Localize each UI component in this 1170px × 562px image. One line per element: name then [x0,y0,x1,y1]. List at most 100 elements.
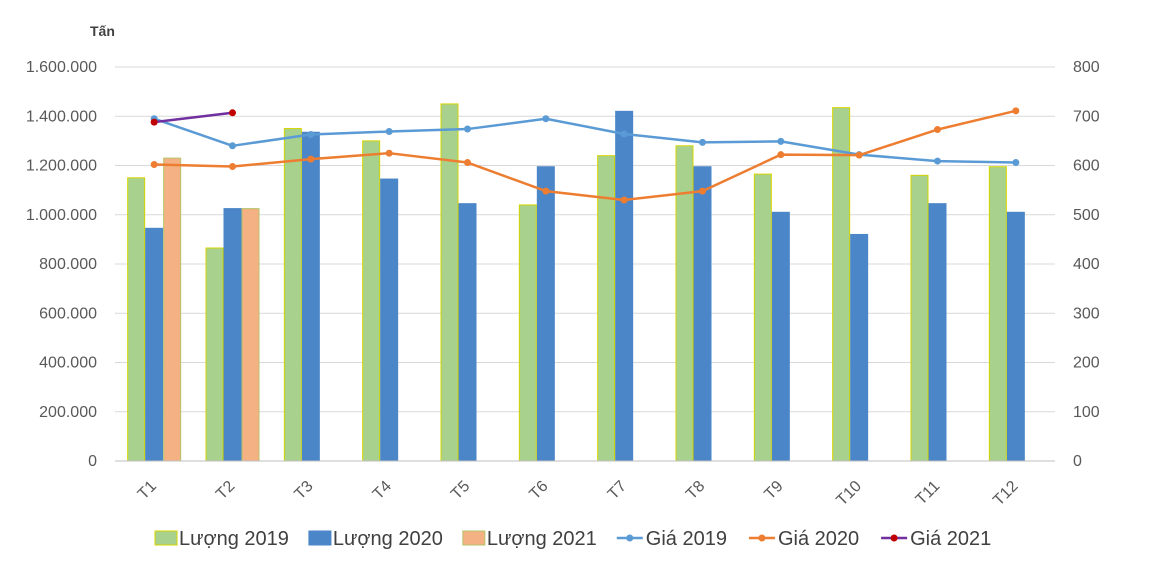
data-point [150,118,158,126]
data-point [934,126,941,134]
data-point [464,125,471,133]
x-tick-label: T7 [605,478,630,503]
bar [458,203,477,462]
bar [771,211,790,462]
x-tick-label: T12 [990,478,1022,510]
x-tick-label: T10 [833,478,865,510]
data-point [229,162,236,170]
legend-label: Giá 2020 [778,528,859,550]
x-tick-label: T3 [291,478,316,503]
legend-swatch [308,530,332,546]
data-point [1012,159,1020,167]
bar [241,208,260,462]
bar-series-group [127,103,1025,462]
bar [205,247,224,462]
bar [145,227,164,462]
bar [301,131,320,462]
legend-label: Lượng 2021 [487,528,597,550]
y-right-tick-label: 400 [1073,256,1100,273]
legend-label: Giá 2019 [646,528,727,550]
series-line [154,109,1017,202]
data-point [385,128,393,136]
y-right-tick-label: 800 [1073,59,1100,76]
legend-marker [890,534,898,542]
bar [380,178,399,462]
x-tick-label: T9 [761,478,786,503]
bar [518,204,537,462]
bar [597,155,616,462]
bar [910,174,929,462]
data-point [855,151,863,159]
bar [988,166,1007,462]
data-point [1012,107,1020,115]
legend: Lượng 2019 Lượng 2020 Lượng 2021 Giá 2019 Gi… [154,528,991,550]
data-point [542,187,550,195]
data-point [777,151,785,159]
bar [362,140,381,462]
y-left-tick-label: 1.600.000 [26,59,97,76]
data-point [620,196,628,204]
legend-marker [626,534,634,542]
legend-marker [758,534,766,542]
bar [127,177,146,462]
bar [832,107,851,462]
legend-swatch [462,530,486,546]
y-right-tick-label: 0 [1073,453,1082,470]
y-right-tick-label: 700 [1073,108,1100,125]
bar [928,203,947,462]
y-left-tick-label: 400.000 [39,355,97,372]
y-right-tick-label: 100 [1073,404,1100,421]
x-tick-label: T4 [370,478,395,503]
bar [615,110,634,462]
y-right-tick-label: 600 [1073,158,1100,175]
bar [753,173,772,462]
series-line [154,111,233,124]
line-series-group [150,107,1020,204]
x-tick-label: T5 [448,478,473,503]
data-point [934,157,941,165]
data-point [229,109,236,117]
bar [1006,211,1025,462]
y-left-tick-label: 800.000 [39,256,97,273]
bar [283,128,302,462]
data-point [150,161,158,169]
data-point [699,187,706,195]
y-axis-unit-label: Tấn [90,23,115,39]
y-left-tick-label: 1.200.000 [26,158,97,175]
data-point [229,142,236,150]
x-tick-label: T11 [913,478,944,509]
gridlines [115,66,1055,462]
data-point [385,149,393,157]
data-point [777,137,785,145]
legend-swatch [154,530,178,546]
y-left-tick-label: 200.000 [39,404,97,421]
x-tick-label: T6 [526,478,551,503]
data-point [464,159,471,167]
y-right-tick-label: 200 [1073,355,1100,372]
y-right-tick-label: 500 [1073,207,1100,224]
legend-label: Lượng 2019 [179,528,289,550]
data-point [307,155,315,163]
data-point [307,130,315,138]
y-left-tick-label: 1.000.000 [26,207,97,224]
y-left-tick-label: 0 [88,453,97,470]
data-point [542,115,550,123]
x-tick-label: T8 [683,478,708,503]
x-tick-label: T1 [135,478,160,503]
bar [223,208,242,462]
legend-label: Giá 2021 [910,528,991,550]
data-point [620,130,628,138]
y-left-tick-label: 600.000 [39,305,97,322]
bar [163,157,182,462]
y-right-tick-label: 300 [1073,305,1100,322]
x-tick-label: T2 [213,478,238,503]
bar [850,233,869,462]
series-line [153,117,1016,164]
data-point [699,138,706,146]
bar [693,166,712,462]
bar [536,166,555,462]
bar [440,103,459,462]
y-left-tick-label: 1.400.000 [26,108,97,125]
